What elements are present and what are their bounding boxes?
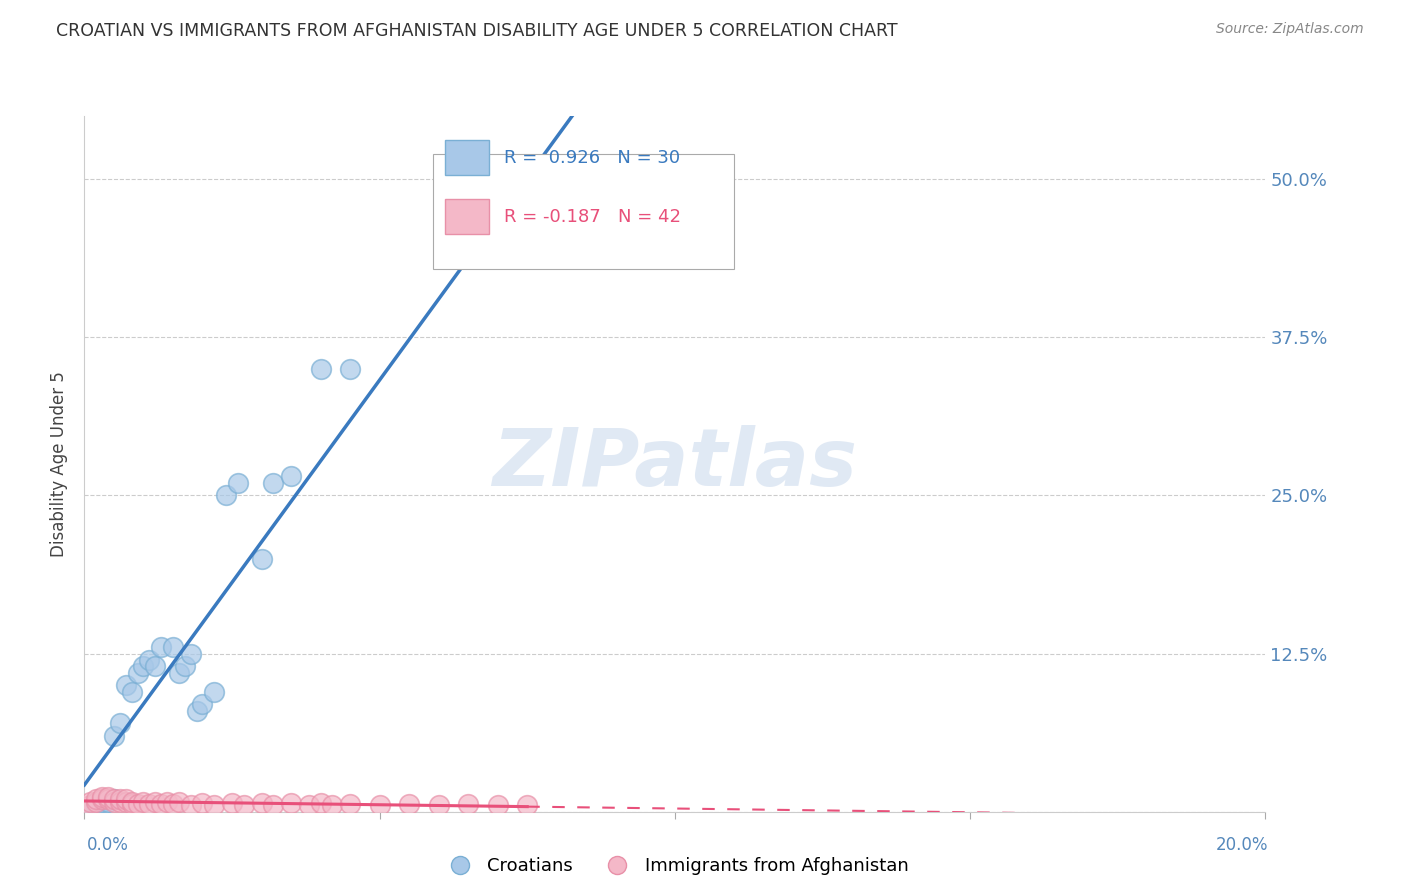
Point — [127, 797, 149, 811]
Point — [180, 647, 202, 661]
Point — [121, 797, 143, 811]
Y-axis label: Disability Age Under 5: Disability Age Under 5 — [51, 371, 69, 557]
Point — [226, 475, 249, 490]
Text: 20.0%: 20.0% — [1216, 836, 1268, 854]
Point — [121, 795, 143, 809]
Point — [127, 665, 149, 680]
Point — [97, 795, 120, 809]
Point — [103, 792, 125, 806]
Point — [114, 795, 136, 809]
Point — [191, 697, 214, 711]
Point — [91, 789, 114, 804]
Point — [79, 795, 101, 809]
Point — [486, 798, 509, 813]
Point — [91, 792, 114, 806]
Point — [339, 797, 361, 811]
Point — [91, 795, 114, 809]
Point — [108, 792, 131, 806]
Point — [103, 792, 125, 806]
Point — [143, 659, 166, 673]
Point — [298, 798, 321, 813]
Point — [191, 796, 214, 810]
Point — [250, 551, 273, 566]
Point — [398, 797, 420, 811]
Text: Source: ZipAtlas.com: Source: ZipAtlas.com — [1216, 22, 1364, 37]
Point — [546, 235, 568, 250]
Point — [84, 798, 107, 813]
Point — [138, 653, 160, 667]
Point — [97, 792, 120, 806]
Point — [173, 659, 195, 673]
Text: CROATIAN VS IMMIGRANTS FROM AFGHANISTAN DISABILITY AGE UNDER 5 CORRELATION CHART: CROATIAN VS IMMIGRANTS FROM AFGHANISTAN … — [56, 22, 898, 40]
Point — [132, 659, 155, 673]
Point — [368, 798, 391, 813]
Point — [167, 665, 190, 680]
Text: ZIPatlas: ZIPatlas — [492, 425, 858, 503]
Point — [186, 704, 208, 718]
Point — [91, 798, 114, 813]
Point — [103, 795, 125, 809]
Point — [150, 640, 173, 655]
Legend: Croatians, Immigrants from Afghanistan: Croatians, Immigrants from Afghanistan — [434, 850, 915, 883]
Point — [339, 362, 361, 376]
Point — [84, 795, 107, 809]
Point — [167, 795, 190, 809]
Point — [79, 801, 101, 815]
FancyBboxPatch shape — [433, 154, 734, 269]
Text: R = -0.187   N = 42: R = -0.187 N = 42 — [503, 208, 681, 226]
Point — [143, 795, 166, 809]
Point — [516, 798, 538, 813]
Point — [280, 469, 302, 483]
Point — [103, 729, 125, 743]
Point — [121, 684, 143, 698]
Text: 0.0%: 0.0% — [87, 836, 129, 854]
Point — [262, 798, 284, 813]
Point — [132, 795, 155, 809]
Point — [427, 798, 450, 813]
Point — [138, 797, 160, 811]
Point — [114, 792, 136, 806]
Point — [114, 678, 136, 692]
Point — [262, 475, 284, 490]
Point — [180, 798, 202, 813]
Point — [232, 798, 254, 813]
Point — [162, 797, 184, 811]
Point — [79, 798, 101, 813]
Point — [309, 796, 332, 810]
Point — [150, 797, 173, 811]
Bar — [444, 200, 489, 235]
Bar — [444, 140, 489, 175]
Point — [457, 797, 479, 811]
Point — [215, 488, 238, 502]
Point — [250, 796, 273, 810]
Point — [321, 798, 343, 813]
Point — [84, 792, 107, 806]
Point — [221, 796, 243, 810]
Point — [108, 716, 131, 731]
Point — [97, 789, 120, 804]
Point — [108, 795, 131, 809]
Point — [280, 796, 302, 810]
Point — [202, 684, 225, 698]
Point — [202, 798, 225, 813]
Point — [156, 795, 179, 809]
Point — [309, 362, 332, 376]
Text: R =  0.926   N = 30: R = 0.926 N = 30 — [503, 149, 679, 167]
Point — [162, 640, 184, 655]
